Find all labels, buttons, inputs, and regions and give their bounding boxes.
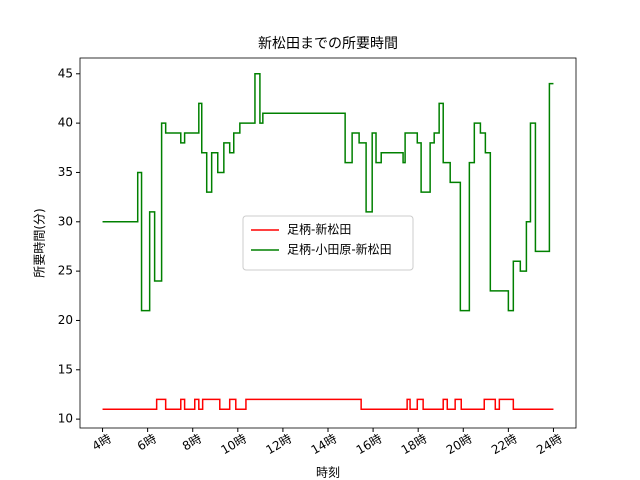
series-line xyxy=(102,398,554,411)
y-tick-label: 25 xyxy=(58,264,73,278)
chart-title: 新松田までの所要時間 xyxy=(258,36,398,52)
x-axis-label: 時刻 xyxy=(316,466,340,480)
series-line xyxy=(102,73,554,312)
legend-label: 足柄-小田原-新松田 xyxy=(287,242,392,257)
y-tick-label: 20 xyxy=(58,313,73,327)
plot-frame xyxy=(79,57,577,429)
y-tick-label: 35 xyxy=(58,165,73,179)
y-tick-label: 10 xyxy=(58,412,73,426)
legend-box xyxy=(242,215,414,271)
y-tick-label: 45 xyxy=(58,66,73,80)
legend-label: 足柄-新松田 xyxy=(287,222,351,237)
y-tick-label: 40 xyxy=(58,116,73,130)
y-axis-label: 所要時間(分) xyxy=(33,208,47,277)
y-tick-label: 15 xyxy=(58,362,73,376)
y-tick-label: 30 xyxy=(58,214,73,228)
